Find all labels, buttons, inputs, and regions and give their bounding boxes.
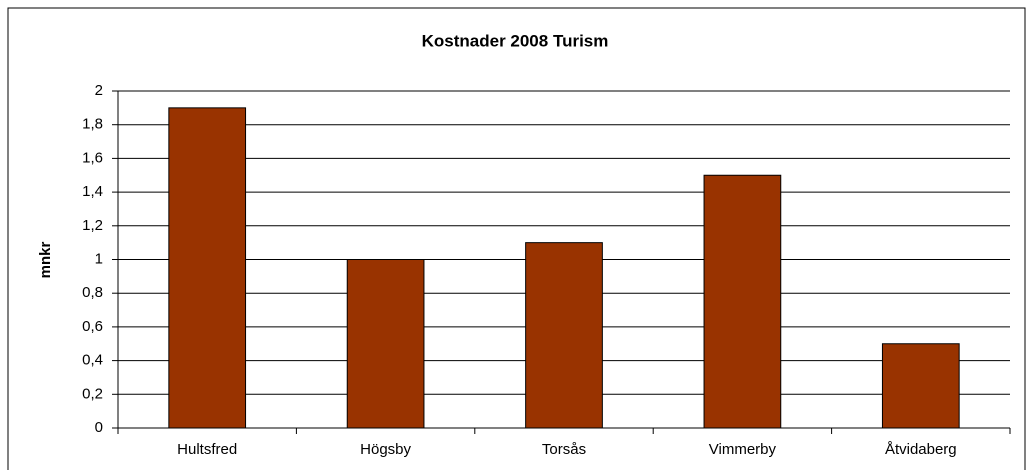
bar: [881, 343, 960, 429]
y-tick-label: 1,2: [82, 217, 103, 234]
chart-frame: [7, 7, 1026, 470]
bar: [346, 259, 425, 429]
chart-title: Kostnader 2008 Turism: [422, 31, 609, 50]
x-tick-label: Åtvidaberg: [885, 441, 957, 458]
bar: [525, 242, 603, 429]
y-tick-label: 1: [95, 250, 103, 267]
y-tick-label: 0,4: [82, 352, 103, 369]
y-tick-label: 0,8: [82, 284, 103, 301]
x-tick-label: Vimmerby: [709, 441, 777, 458]
bar: [168, 107, 247, 429]
bar: [703, 174, 782, 429]
x-tick-label: Hultsfred: [177, 441, 237, 458]
x-tick-label: Högsby: [360, 441, 411, 458]
y-axis-label: mnkr: [37, 242, 54, 279]
x-tick-label: Torsås: [542, 441, 586, 458]
y-tick-label: 1,6: [82, 149, 103, 166]
y-tick-label: 1,8: [82, 116, 103, 133]
y-tick-label: 1,4: [82, 183, 103, 200]
y-tick-label: 2: [95, 82, 103, 99]
y-tick-label: 0: [95, 419, 103, 436]
y-tick-label: 0,6: [82, 318, 103, 335]
y-tick-label: 0,2: [82, 385, 103, 402]
